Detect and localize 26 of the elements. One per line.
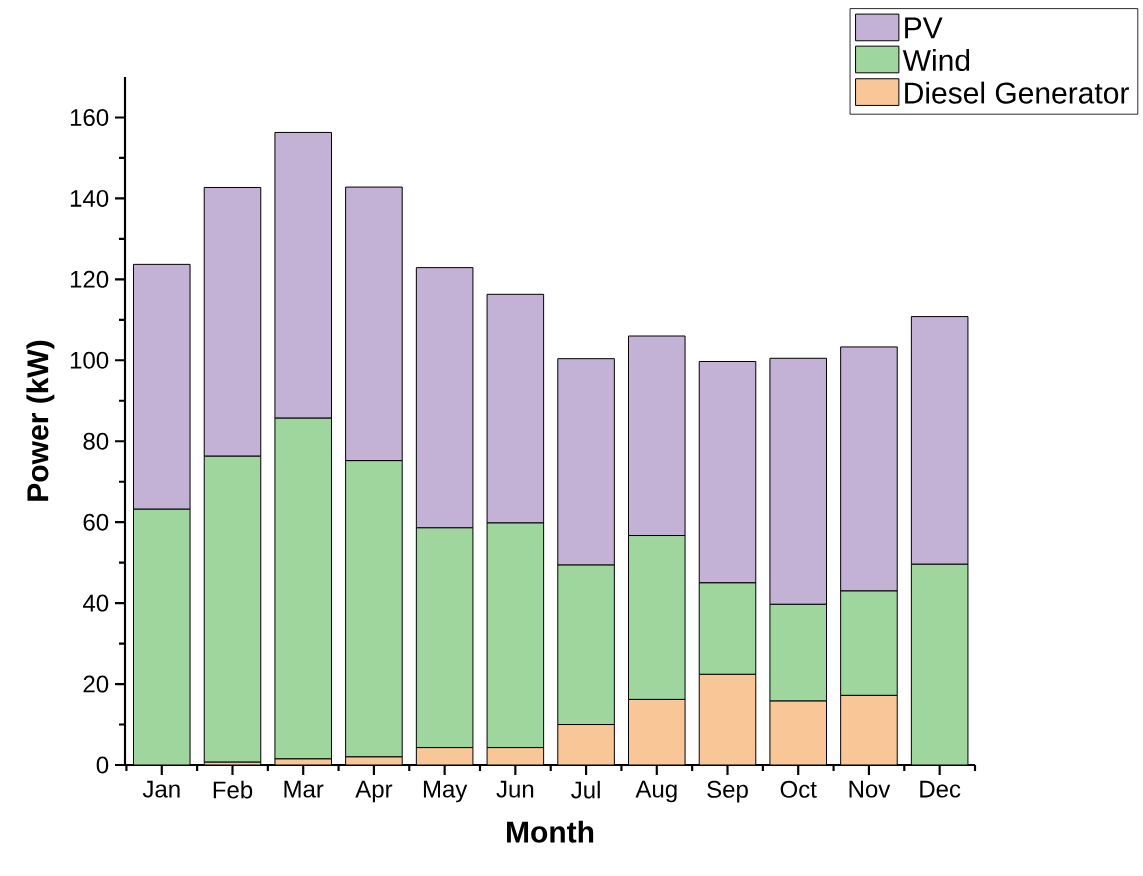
y-tick-label: 0 <box>96 756 109 774</box>
y-tick-label: 140 <box>70 189 109 207</box>
legend-label: Diesel Generator <box>905 81 1129 104</box>
legend-label: PV <box>905 17 943 39</box>
x-tick-label: Nov <box>849 780 891 798</box>
y-axis-title: Power (kW) <box>26 340 55 501</box>
y-tick-label: 160 <box>70 108 109 126</box>
legend-label: Wind <box>902 49 970 72</box>
y-tick-label: 20 <box>83 675 109 693</box>
x-tick-label: Apr <box>355 780 393 803</box>
x-tick-label: Jan <box>142 780 180 798</box>
y-tick-label: 60 <box>83 513 109 531</box>
y-tick-label: 120 <box>70 270 109 288</box>
x-axis-title: Month <box>507 820 594 843</box>
x-tick-label: Oct <box>780 780 817 798</box>
y-tick-label: 40 <box>82 594 109 612</box>
x-tick-label: Mar <box>284 780 324 798</box>
x-tick-label: Dec <box>920 780 961 798</box>
x-tick-label: Sep <box>707 780 748 803</box>
x-tick-label: Jul <box>571 780 600 799</box>
x-tick-label: Feb <box>213 780 253 799</box>
y-tick-label: 80 <box>83 432 109 450</box>
x-tick-label: Aug <box>635 780 677 803</box>
x-tick-label: May <box>423 780 468 803</box>
y-tick-label: 100 <box>70 351 109 369</box>
x-tick-label: Jun <box>496 780 534 798</box>
